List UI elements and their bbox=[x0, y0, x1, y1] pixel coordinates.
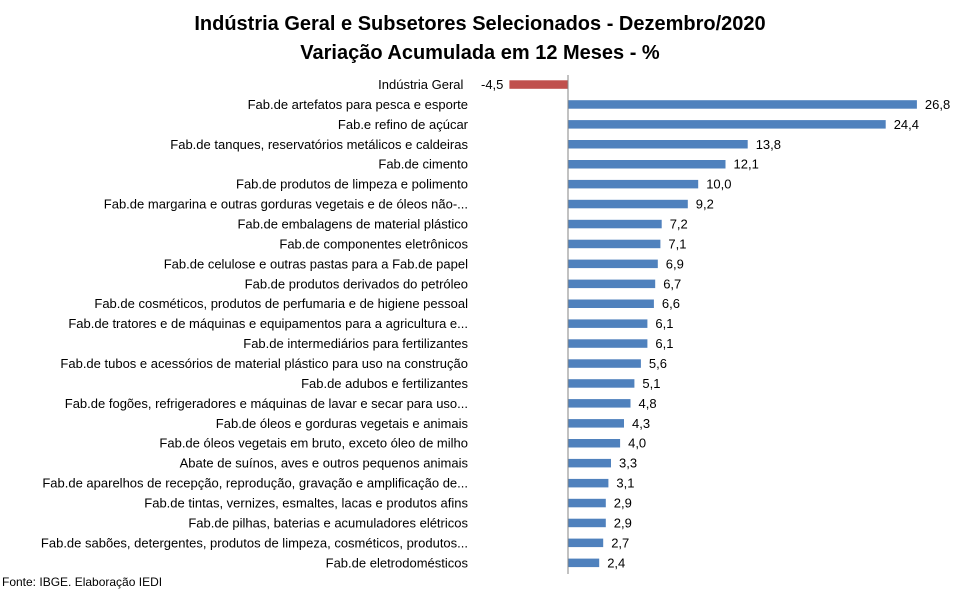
category-label-19: Abate de suínos, aves e outros pequenos … bbox=[180, 456, 469, 471]
bar-0 bbox=[509, 80, 568, 89]
bar-7 bbox=[568, 219, 662, 229]
category-label-1: Fab.de artefatos para pesca e esporte bbox=[248, 97, 468, 112]
value-label-24: 2,4 bbox=[607, 555, 625, 570]
bar-2 bbox=[568, 120, 886, 129]
bar-8 bbox=[568, 239, 661, 249]
category-label-16: Fab.de fogões, refrigeradores e máquinas… bbox=[65, 396, 468, 411]
value-label-9: 6,9 bbox=[666, 256, 684, 271]
bar-18 bbox=[568, 439, 621, 448]
bar-21 bbox=[568, 498, 606, 508]
value-label-15: 5,1 bbox=[642, 376, 660, 391]
value-labels-group: -4,5 26,8 24,4 13,8 12,110,0 9,2 7,2 7,1 6,9 6,7 6… bbox=[481, 77, 950, 570]
category-label-22: Fab.de pilhas, baterias e acumuladores e… bbox=[188, 516, 468, 531]
bar-12 bbox=[568, 319, 648, 328]
value-label-12: 6,1 bbox=[655, 316, 673, 331]
category-label-15: Fab.de adubos e fertilizantes bbox=[301, 376, 468, 391]
bar-14 bbox=[568, 359, 641, 368]
value-label-11: 6,6 bbox=[662, 296, 680, 311]
value-label-1: 26,8 bbox=[925, 97, 950, 112]
category-label-18: Fab.de óleos vegetais em bruto, exceto ó… bbox=[159, 436, 468, 451]
category-label-12: Fab.de tratores e de máquinas e equipame… bbox=[68, 316, 468, 331]
category-label-6: Fab.de margarina e outras gorduras veget… bbox=[104, 197, 468, 212]
category-label-7: Fab.de embalagens de material plástico bbox=[237, 217, 468, 232]
bar-22 bbox=[568, 518, 606, 528]
category-label-21: Fab.de tintas, vernizes, esmaltes, lacas… bbox=[144, 496, 468, 511]
category-label-11: Fab.de cosméticos, produtos de perfumari… bbox=[94, 296, 468, 311]
bar-9 bbox=[568, 259, 658, 269]
bar-16 bbox=[568, 399, 631, 408]
bar-11 bbox=[568, 299, 654, 308]
bar-24 bbox=[568, 558, 600, 568]
value-label-14: 5,6 bbox=[649, 356, 667, 371]
value-label-20: 3,1 bbox=[616, 476, 634, 491]
value-label-7: 7,2 bbox=[670, 217, 688, 232]
bar-17 bbox=[568, 419, 624, 428]
value-label-21: 2,9 bbox=[614, 496, 632, 511]
bar-19 bbox=[568, 458, 611, 468]
category-label-2: Fab.e refino de açúcar bbox=[338, 117, 469, 132]
bar-5 bbox=[568, 179, 699, 189]
value-label-6: 9,2 bbox=[696, 197, 714, 212]
bar-3 bbox=[568, 140, 748, 149]
bar-1 bbox=[568, 100, 917, 109]
bar-10 bbox=[568, 279, 656, 289]
bars-group bbox=[509, 80, 917, 568]
value-label-16: 4,8 bbox=[639, 396, 657, 411]
value-label-4: 12,1 bbox=[734, 157, 759, 172]
source-note: Fonte: IBGE. Elaboração IEDI bbox=[2, 575, 163, 589]
value-label-10: 6,7 bbox=[663, 276, 681, 291]
category-label-13: Fab.de intermediários para fertilizantes bbox=[243, 336, 468, 351]
value-label-13: 6,1 bbox=[655, 336, 673, 351]
value-label-22: 2,9 bbox=[614, 516, 632, 531]
category-label-20: Fab.de aparelhos de recepção, reprodução… bbox=[42, 476, 468, 491]
bar-chart: Indústria Geral e Subsetores Selecionado… bbox=[41, 13, 950, 574]
bar-15 bbox=[568, 379, 635, 388]
category-label-9: Fab.de celulose e outras pastas para a F… bbox=[164, 256, 468, 271]
category-labels-group: Indústria Geral Fab.de artefatos para pes… bbox=[41, 77, 469, 570]
value-label-23: 2,7 bbox=[611, 535, 629, 550]
category-label-4: Fab.de cimento bbox=[378, 157, 468, 172]
value-label-5: 10,0 bbox=[706, 177, 731, 192]
value-label-17: 4,3 bbox=[632, 416, 650, 431]
category-label-24: Fab.de eletrodomésticos bbox=[326, 555, 469, 570]
bar-13 bbox=[568, 339, 648, 348]
chart-title: Indústria Geral e Subsetores Selecionado… bbox=[194, 13, 765, 35]
value-label-0: -4,5 bbox=[481, 77, 503, 92]
category-label-17: Fab.de óleos e gorduras vegetais e anima… bbox=[216, 416, 469, 431]
bar-20 bbox=[568, 478, 609, 488]
category-label-23: Fab.de sabões, detergentes, produtos de … bbox=[41, 535, 468, 550]
value-label-19: 3,3 bbox=[619, 456, 637, 471]
bar-4 bbox=[568, 160, 726, 169]
category-label-14: Fab.de tubos e acessórios de material pl… bbox=[60, 356, 468, 371]
value-label-3: 13,8 bbox=[756, 137, 781, 152]
value-label-8: 7,1 bbox=[668, 236, 686, 251]
category-label-5: Fab.de produtos de limpeza e polimento bbox=[236, 177, 468, 192]
category-label-0: Indústria Geral bbox=[378, 77, 463, 92]
category-label-8: Fab.de componentes eletrônicos bbox=[279, 236, 468, 251]
value-label-2: 24,4 bbox=[894, 117, 919, 132]
category-label-10: Fab.de produtos derivados do petróleo bbox=[245, 276, 468, 291]
bar-6 bbox=[568, 199, 688, 209]
category-label-3: Fab.de tanques, reservatórios metálicos … bbox=[170, 137, 468, 152]
bar-23 bbox=[568, 538, 604, 548]
value-label-18: 4,0 bbox=[628, 436, 646, 451]
chart-subtitle: Variação Acumulada em 12 Meses - % bbox=[300, 42, 660, 64]
